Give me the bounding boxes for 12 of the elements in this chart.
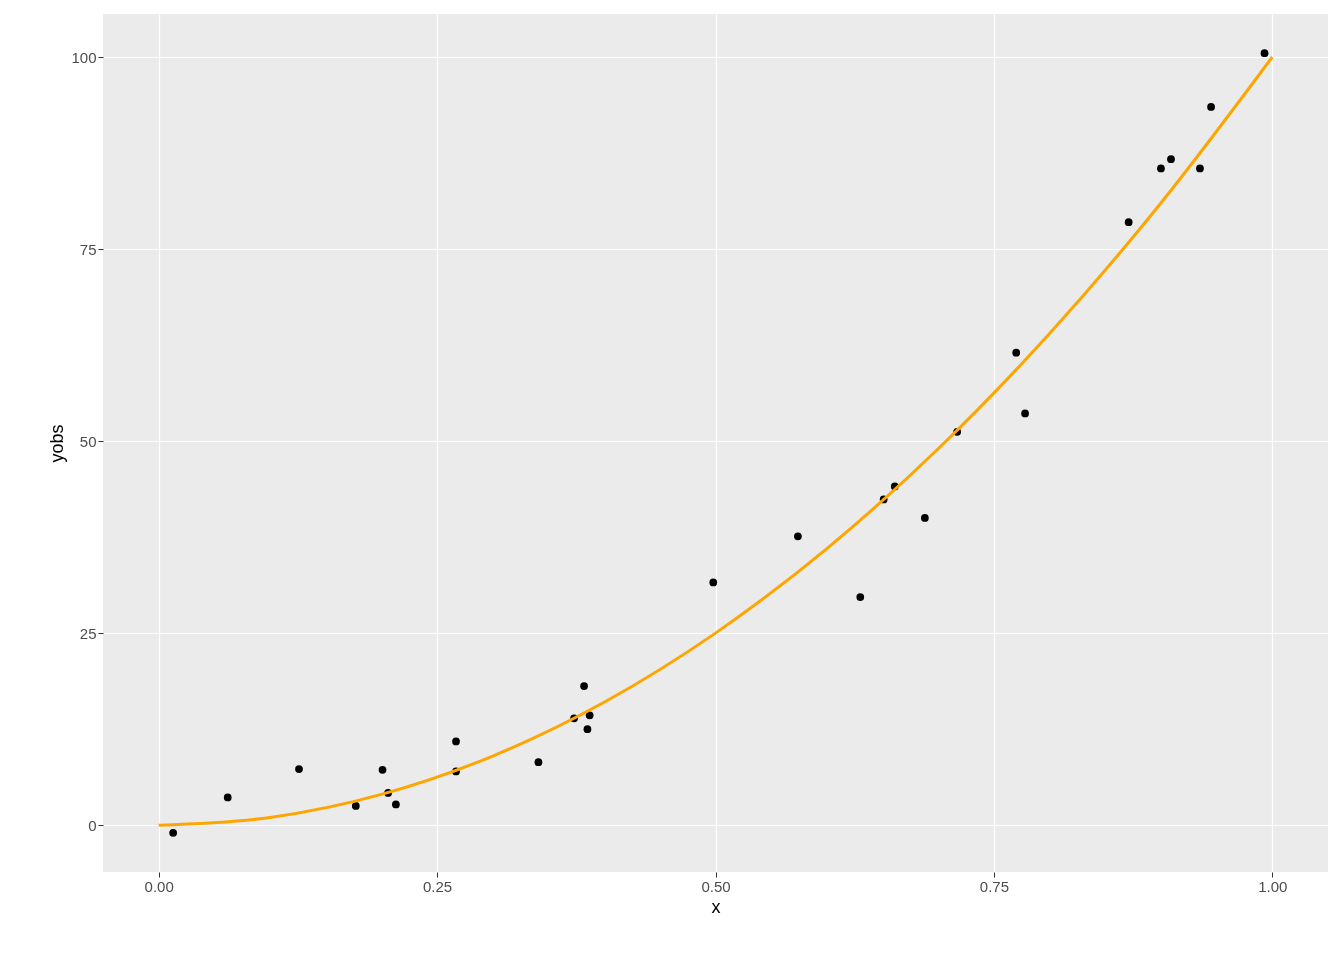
x-tick-label: 0.75 — [979, 877, 1010, 895]
y-tick-label: 75 — [79, 240, 97, 258]
x-tick-label: 1.00 — [1258, 877, 1288, 895]
x-tick-label: 0.50 — [701, 877, 731, 895]
y-tick-label: 100 — [71, 48, 97, 66]
y-axis-title: yobs — [47, 424, 68, 463]
y-tick-label: 50 — [79, 432, 97, 450]
y-tick-label: 0 — [88, 816, 97, 834]
x-axis-title: x — [711, 896, 721, 917]
y-tick-label: 25 — [79, 624, 97, 642]
x-tick-label: 0.00 — [144, 877, 174, 895]
x-tick-label: 0.25 — [422, 877, 453, 895]
